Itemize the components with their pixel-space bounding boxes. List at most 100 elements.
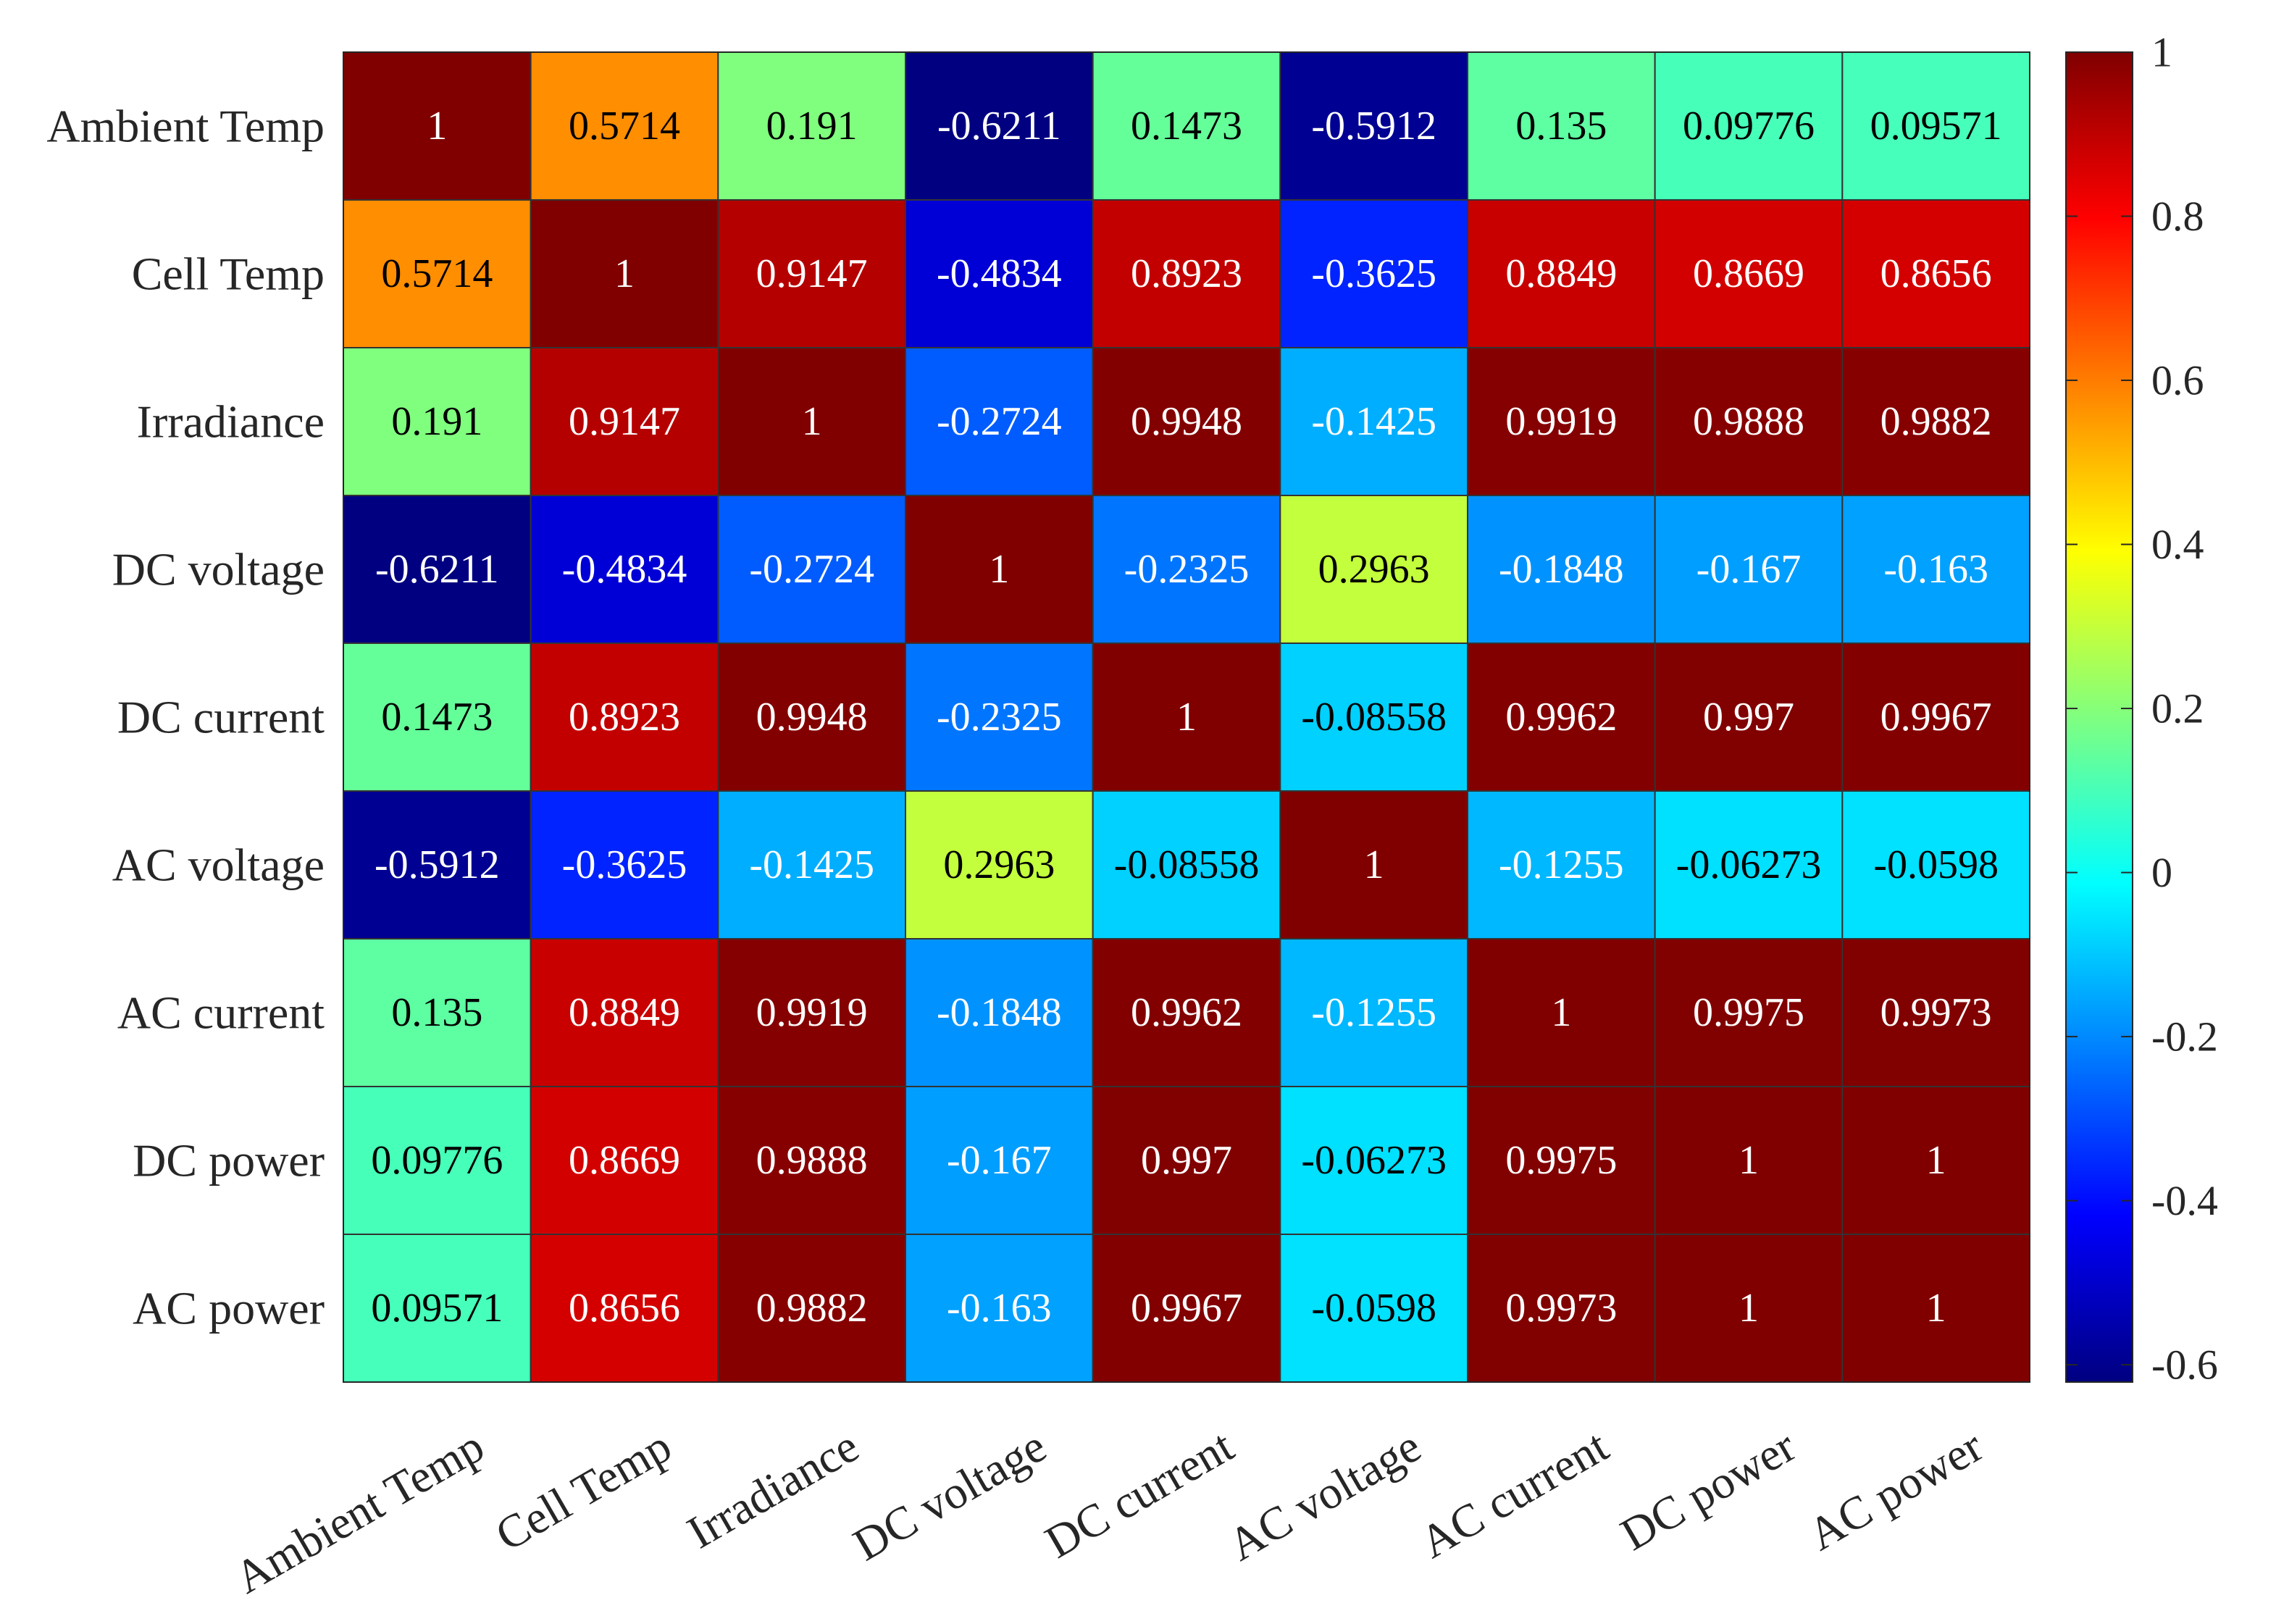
heatmap-cell-r3-c7 xyxy=(1467,347,1656,496)
cell-value-r7-c9: 0.9973 xyxy=(1880,990,1992,1035)
heatmap-cell-r8-c1 xyxy=(343,1086,532,1235)
heatmap-cell-r6-c1 xyxy=(343,790,532,939)
cell-value-r2-c2: 1 xyxy=(614,251,635,296)
cell-value-r7-c4: -0.1848 xyxy=(937,990,1062,1035)
heatmap-cell-r6-c8 xyxy=(1654,790,1844,939)
heatmap-cell-r4-c8 xyxy=(1654,495,1844,644)
cell-value-r1-c9: 0.09571 xyxy=(1870,104,2002,148)
heatmap-cell-r2-c9 xyxy=(1841,199,2031,348)
cell-value-r7-c6: -0.1255 xyxy=(1311,990,1436,1035)
cell-value-r4-c6: 0.2963 xyxy=(1318,547,1430,592)
heatmap-cell-r4-c2 xyxy=(530,495,719,644)
cell-value-r4-c7: -0.1848 xyxy=(1499,547,1624,592)
cell-value-r9-c3: 0.9882 xyxy=(756,1286,868,1331)
cell-value-r5-c2: 0.8923 xyxy=(569,695,680,740)
heatmap-cell-r2-c7 xyxy=(1467,199,1656,348)
cell-value-r8-c3: 0.9888 xyxy=(756,1138,868,1183)
heatmap-cells xyxy=(343,51,2031,1383)
cell-value-r3-c2: 0.9147 xyxy=(569,399,680,444)
cell-value-r8-c2: 0.8669 xyxy=(569,1138,680,1183)
heatmap-cell-r2-c5 xyxy=(1092,199,1281,348)
row-label-dc-voltage: DC voltage xyxy=(112,544,325,595)
cell-value-r5-c8: 0.997 xyxy=(1703,695,1794,740)
colorbar: 1 0.8 0.6 0.4 0.2 0 -0.2 -0.4 -0.6 xyxy=(2065,29,2218,1389)
cell-value-r9-c4: -0.163 xyxy=(947,1286,1052,1331)
cell-value-r9-c6: -0.0598 xyxy=(1311,1286,1436,1331)
cell-value-r7-c8: 0.9975 xyxy=(1693,990,1804,1035)
colorbar-tick-label-1: 1 xyxy=(2151,29,2172,76)
heatmap-cell-r8-c6 xyxy=(1279,1086,1468,1235)
cell-value-r6-c4: 0.2963 xyxy=(943,842,1055,887)
colorbar-tick-label-3: 0.6 xyxy=(2151,357,2204,404)
heatmap-cell-labels: 1 0.5714 0.191 -0.6211 0.1473 -0.5912 0.135 0.0… xyxy=(371,104,2001,1331)
cell-value-r7-c1: 0.135 xyxy=(391,990,482,1035)
cell-value-r1-c1: 1 xyxy=(427,104,447,148)
cell-value-r7-c7: 1 xyxy=(1551,990,1571,1035)
cell-value-r5-c1: 0.1473 xyxy=(381,695,493,740)
cell-value-r6-c5: -0.08558 xyxy=(1114,842,1260,887)
cell-value-r3-c7: 0.9919 xyxy=(1505,399,1617,444)
heatmap-cell-r3-c3 xyxy=(717,347,907,496)
row-label-ac-power: AC power xyxy=(133,1283,325,1334)
heatmap-cell-r9-c6 xyxy=(1279,1234,1468,1383)
heatmap-cell-r9-c9 xyxy=(1841,1234,2031,1383)
cell-value-r7-c5: 0.9962 xyxy=(1131,990,1242,1035)
cell-value-r8-c1: 0.09776 xyxy=(371,1138,503,1183)
cell-value-r1-c6: -0.5912 xyxy=(1311,104,1436,148)
heatmap-cell-r7-c1 xyxy=(343,938,532,1087)
row-label-dc-current: DC current xyxy=(117,692,325,743)
cell-value-r1-c2: 0.5714 xyxy=(569,104,680,148)
heatmap-cell-r6-c2 xyxy=(530,790,719,939)
heatmap-cell-r7-c8 xyxy=(1654,938,1844,1087)
cell-value-r1-c8: 0.09776 xyxy=(1683,104,1815,148)
heatmap-cell-r8-c7 xyxy=(1467,1086,1656,1235)
cell-value-r2-c1: 0.5714 xyxy=(381,251,493,296)
cell-value-r6-c8: -0.06273 xyxy=(1676,842,1822,887)
col-label-dc-power: DC power xyxy=(1612,1420,1804,1560)
colorbar-tick-label-4: 0.4 xyxy=(2151,521,2204,568)
cell-value-r2-c3: 0.9147 xyxy=(756,251,868,296)
heatmap-cell-r1-c5 xyxy=(1092,51,1281,201)
col-label-dc-voltage: DC voltage xyxy=(845,1420,1054,1570)
cell-value-r1-c5: 0.1473 xyxy=(1131,104,1242,148)
cell-value-r5-c5: 1 xyxy=(1176,695,1197,740)
row-label-irradiance: Irradiance xyxy=(137,396,325,448)
row-label-cell-temp: Cell Temp xyxy=(132,248,325,300)
heatmap-cell-r9-c1 xyxy=(343,1234,532,1383)
heatmap-cell-r3-c4 xyxy=(905,347,1094,496)
col-label-irradiance: Irradiance xyxy=(679,1420,867,1558)
y-axis-labels: Ambient Temp Cell Temp Irradiance DC voltag… xyxy=(46,101,325,1334)
cell-value-r9-c8: 1 xyxy=(1739,1286,1759,1331)
heatmap-cell-r6-c9 xyxy=(1841,790,2031,939)
heatmap-cell-r2-c4 xyxy=(905,199,1094,348)
row-label-dc-power: DC power xyxy=(133,1135,325,1186)
cell-value-r3-c1: 0.191 xyxy=(391,399,482,444)
colorbar-tick-label-6: 0 xyxy=(2151,849,2172,896)
heatmap-cell-r1-c6 xyxy=(1279,51,1468,201)
heatmap-cell-r3-c5 xyxy=(1092,347,1281,496)
heatmap-cell-r7-c2 xyxy=(530,938,719,1087)
row-label-ac-current: AC current xyxy=(117,987,325,1039)
cell-value-r3-c4: -0.2724 xyxy=(937,399,1062,444)
cell-value-r8-c7: 0.9975 xyxy=(1505,1138,1617,1183)
heatmap-cell-r9-c2 xyxy=(530,1234,719,1383)
heatmap-cell-r9-c7 xyxy=(1467,1234,1656,1383)
heatmap-cell-r9-c5 xyxy=(1092,1234,1281,1383)
heatmap-cell-r5-c4 xyxy=(905,643,1094,792)
cell-value-r6-c9: -0.0598 xyxy=(1873,842,1999,887)
cell-value-r9-c2: 0.8656 xyxy=(569,1286,680,1331)
col-label-ac-voltage: AC voltage xyxy=(1220,1420,1429,1570)
heatmap-cell-r8-c3 xyxy=(717,1086,907,1235)
cell-value-r2-c9: 0.8656 xyxy=(1880,251,1992,296)
cell-value-r3-c5: 0.9948 xyxy=(1131,399,1242,444)
cell-value-r8-c6: -0.06273 xyxy=(1301,1138,1447,1183)
col-label-ac-power: AC power xyxy=(1799,1420,1991,1560)
cell-value-r1-c4: -0.6211 xyxy=(937,104,1061,148)
colorbar-tick-label-7: -0.2 xyxy=(2151,1013,2218,1060)
cell-value-r3-c3: 1 xyxy=(802,399,822,444)
heatmap-cell-r5-c2 xyxy=(530,643,719,792)
cell-value-r9-c5: 0.9967 xyxy=(1131,1286,1242,1331)
col-label-dc-current: DC current xyxy=(1037,1420,1242,1568)
colorbar-tick-label-9: -0.6 xyxy=(2151,1342,2218,1389)
